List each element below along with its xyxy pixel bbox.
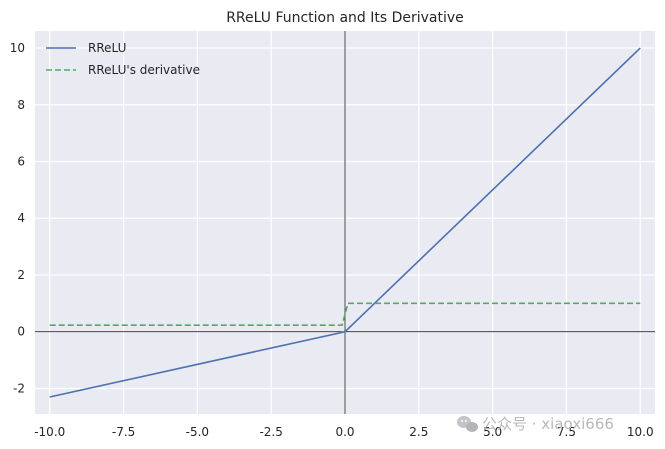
y-tick-label: 8: [17, 98, 25, 112]
watermark-text: 公众号 · xiaoxi666: [482, 415, 614, 433]
x-tick-label: -7.5: [112, 425, 135, 439]
x-tick-labels: -10.0 -7.5 -5.0 -2.5 0.0 2.5 5.0 7.5 10.0: [34, 425, 653, 439]
x-tick-label: 5.0: [483, 425, 502, 439]
x-tick-label: 7.5: [557, 425, 576, 439]
x-tick-label: -2.5: [259, 425, 282, 439]
legend-rrelu-s-derivative-label: RReLU's derivative: [88, 63, 200, 77]
y-tick-labels: -2 0 2 4 6 8 10: [10, 41, 25, 395]
x-tick-label: 0.0: [335, 425, 354, 439]
y-tick-label: 6: [17, 155, 25, 169]
y-tick-label: -2: [13, 381, 25, 395]
legend: RReLU RReLU's derivative: [46, 41, 200, 77]
series-line-rrelu-s-derivative: [49, 302, 641, 327]
series-lines: [49, 47, 641, 398]
watermark: 公众号 · xiaoxi666: [457, 415, 614, 433]
chart-title: RReLU Function and Its Derivative: [226, 10, 464, 26]
y-tick-label: 10: [10, 41, 25, 55]
x-tick-label: 10.0: [627, 425, 654, 439]
series-line-rrelu: [49, 47, 641, 398]
x-tick-label: 2.5: [409, 425, 428, 439]
y-tick-label: 0: [17, 325, 25, 339]
y-tick-label: 2: [17, 268, 25, 282]
x-tick-label: -5.0: [186, 425, 209, 439]
legend-rrelu-label: RReLU: [88, 41, 126, 55]
y-tick-label: 4: [17, 211, 25, 225]
x-tick-label: -10.0: [34, 425, 65, 439]
wechat-icon: [457, 416, 478, 432]
